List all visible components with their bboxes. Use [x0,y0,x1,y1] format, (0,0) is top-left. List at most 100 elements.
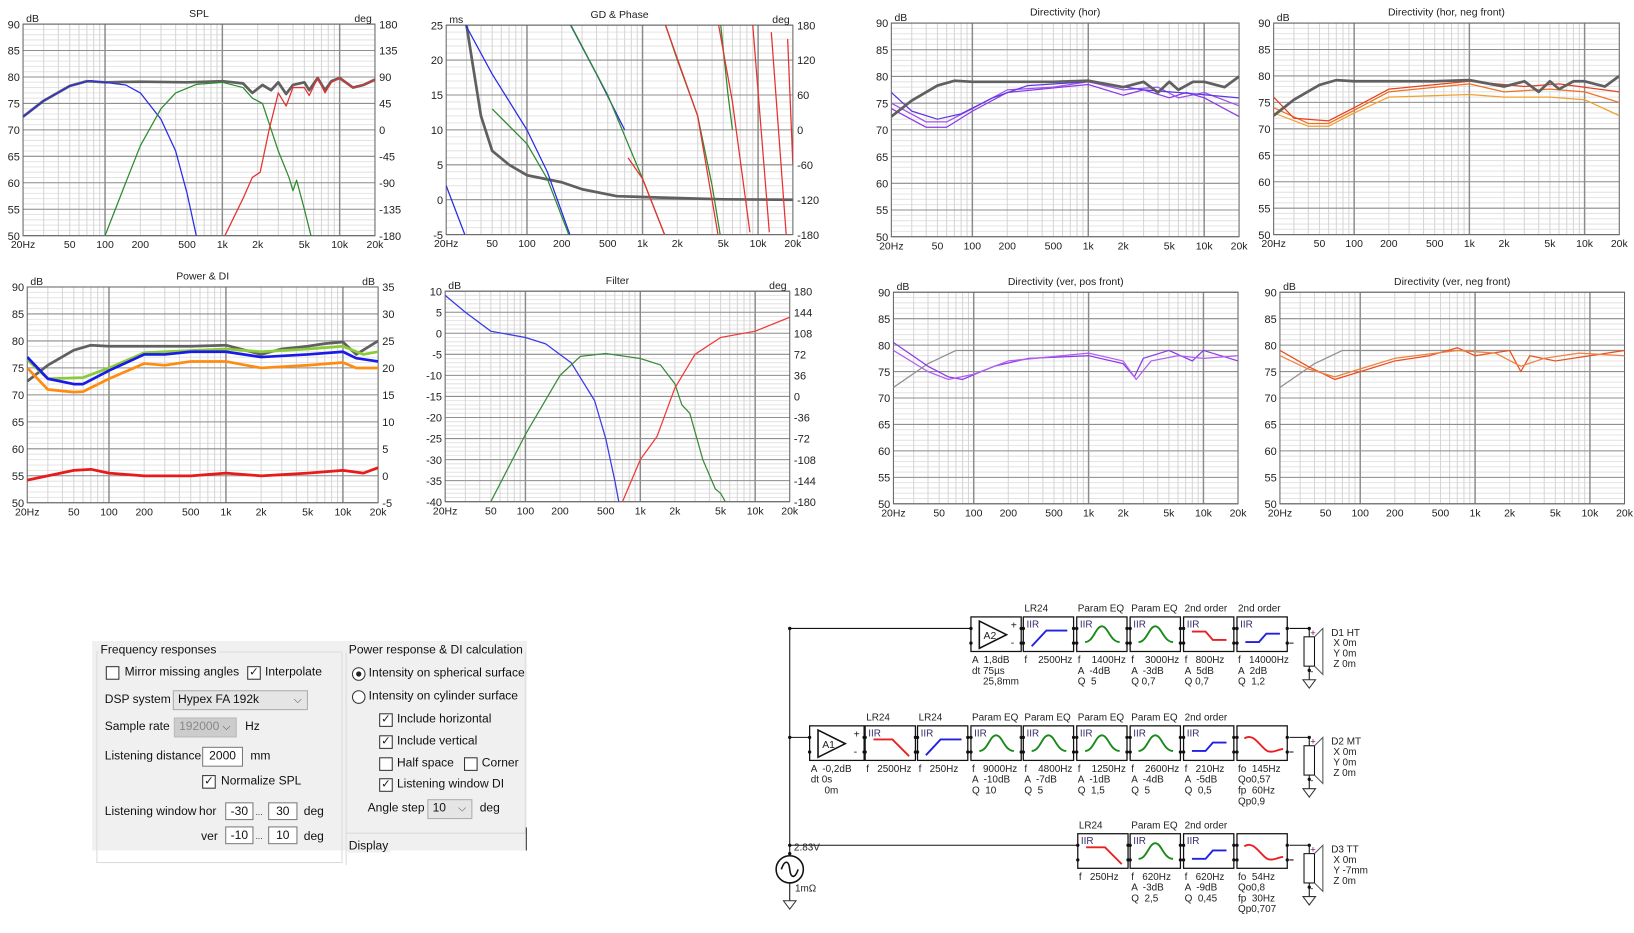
block-param: fo 145Hz [1238,764,1281,775]
node-dot [969,750,973,754]
listening-window-di-checkbox[interactable]: ✓ [379,778,393,792]
y-tick-label: -15 [426,392,442,404]
y-tick-label: 85 [12,309,24,321]
chart-spl: 90 85 80 75 70 65 60 55 50 dB 180 135 90 45 0 -45 -90 -13… [8,9,401,251]
interpolate-label: Interpolate [264,666,322,679]
splitter[interactable] [525,827,527,851]
dsp-select[interactable]: Hypex FA 192k ⌵ [172,690,308,711]
block-param: Q 0,5 [1185,786,1213,797]
ver-max-input[interactable]: 10 [268,826,298,845]
y2-tick-label: 72 [794,350,806,362]
hor-min-input[interactable]: -30 [225,802,254,821]
y2-tick-label: 25 [382,336,394,348]
y2-tick-label: 20 [382,363,394,375]
mirror-checkbox[interactable] [105,666,120,680]
cylinder-radio[interactable] [351,690,366,704]
node-dot [1307,777,1311,781]
filter-block-hp[interactable]: LR24 IIR f 250Hz [915,713,971,775]
chart-title: Directivity (ver, pos front) [1008,277,1124,288]
distance-input[interactable]: 2000 [202,746,243,767]
interpolate-checkbox[interactable]: ✓ [247,666,261,680]
iir-label: IIR [1080,619,1093,630]
driver-1[interactable]: + - D1 HTX 0mY 0mZ 0m [1289,626,1360,690]
series-group [445,294,790,502]
x-tick-label: 1k [217,240,229,251]
y-tick-label: 90 [876,18,888,30]
series-line-3 [27,360,379,394]
iir-label: IIR [921,728,934,739]
x-tick-label: 2k [1499,239,1511,250]
y-axis-unit: ms [449,15,463,26]
block-param: f 620Hz [1131,872,1171,883]
dsp-value: Hypex FA 192k [178,693,260,706]
iir-label: IIR [1081,836,1094,847]
node-dot [788,626,792,631]
angle-step-select[interactable]: 10 ⌵ [427,799,473,820]
series-line-1 [891,81,1240,123]
block-param: Q 0,7 [1185,677,1210,688]
ver-min-input[interactable]: -10 [225,826,254,845]
ver-label: ver [201,830,218,844]
spherical-radio[interactable] [351,667,366,681]
include-horizontal-checkbox[interactable]: ✓ [379,713,393,727]
y-tick-label: 70 [1265,393,1277,405]
series-group [446,25,793,235]
y-tick-label: 60 [12,444,24,456]
normalize-checkbox[interactable]: ✓ [202,775,216,789]
half-space-checkbox[interactable] [379,757,393,771]
speaker-cone-icon [1314,627,1324,676]
include-vertical-checkbox[interactable]: ✓ [379,735,393,749]
rate-select: 192000 ⌵ [173,717,237,738]
driver-coord: Y -7mm [1333,866,1368,877]
amp-label: A1 [822,740,835,751]
series-line-0 [1279,349,1625,388]
iir-label: IIR [1026,728,1039,739]
driver-name: D3 TT [1331,845,1358,856]
x-tick-label: 5k [1164,241,1176,252]
block-title: Param EQ [1131,604,1178,615]
block-param: f 2600Hz [1131,764,1179,775]
x-tick-label: 50 [485,506,497,517]
x-tick-label: 5k [302,507,314,518]
block-param: Q 5 [1078,677,1097,688]
filter-block-lp[interactable]: LR24 IIR f 2500Hz [863,713,918,775]
driver-2[interactable]: + - D2 MTX 0mY 0mZ 0m [1289,735,1361,798]
y-tick-label: 55 [878,473,890,485]
block-title: 2nd order [1185,820,1228,831]
x-tick-label: 200 [132,240,150,251]
y-tick-label: 65 [12,417,24,429]
corner-checkbox[interactable] [463,757,478,771]
series-line-3 [627,25,793,235]
ground-icon [1301,788,1317,798]
y-tick-label: 0 [437,195,443,207]
filter-block-lp[interactable]: LR24 IIR f 250Hz [1076,820,1131,883]
filter-block-hp[interactable]: LR24 IIR f 2500Hz [1021,604,1077,666]
hor-unit: deg [303,805,324,819]
block-param: f 620Hz [1185,872,1225,883]
x-tick-label: 100 [96,240,114,251]
node-dot [1181,626,1186,631]
y-axis-unit: dB [26,14,39,25]
iir-label: IIR [1080,728,1093,739]
voltage-source[interactable]: 2.83V 1mΩ [775,842,820,911]
chevron-down-icon: ⌵ [293,694,302,706]
y2-tick-label: 36 [794,371,806,383]
hor-max-input[interactable]: 30 [268,802,298,821]
